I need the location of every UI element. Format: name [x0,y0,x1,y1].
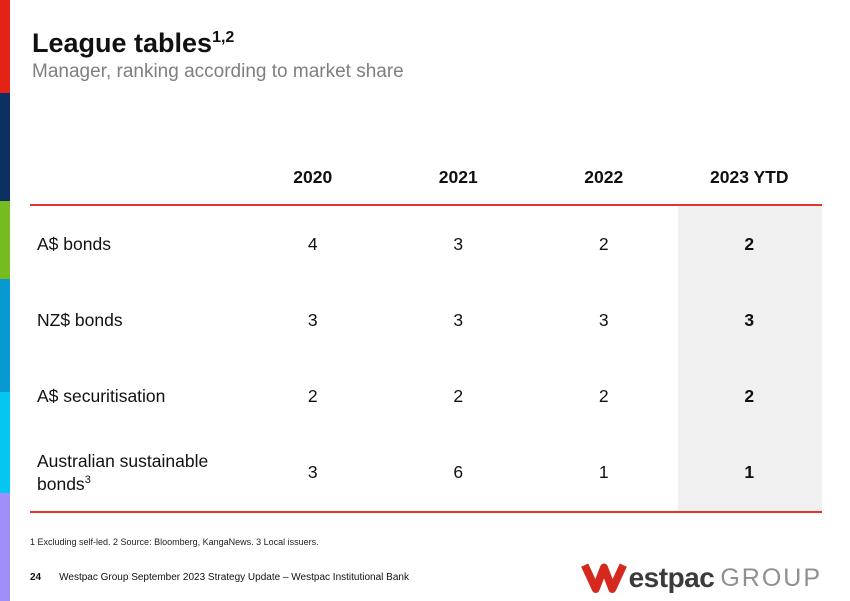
table-header-row: 2020 2021 2022 2023 YTD [30,150,822,204]
row-label: NZ$ bonds [30,309,240,332]
league-table: 2020 2021 2022 2023 YTD A$ bonds 4 3 2 2… [30,150,822,513]
cell-value: 3 [307,309,318,330]
column-header-2020: 2020 [293,166,333,187]
row-label: A$ securitisation [30,385,240,408]
row-label: Australian sustainable bonds3 [30,450,240,496]
cell-value-ytd: 1 [744,462,755,483]
slide-footer: 24 Westpac Group September 2023 Strategy … [30,572,409,583]
cell-value: 2 [307,386,318,407]
row-label-text: NZ$ bonds [37,310,123,330]
cell-value: 3 [453,233,464,254]
table-row-a$-bonds: A$ bonds 4 3 2 2 [30,206,822,282]
stripe-segment-azure [0,279,10,392]
cell-value-ytd: 3 [744,309,755,330]
row-label-footnote-ref: 3 [84,474,91,487]
page-title-text: League tables [32,28,213,58]
cell-value: 1 [598,462,609,483]
row-label-text: A$ securitisation [37,386,166,407]
cell-value: 4 [307,233,318,254]
row-label-text: A$ bonds [37,233,111,254]
footer-text: Westpac Group September 2023 Strategy Up… [59,572,409,583]
cell-value-ytd: 2 [744,386,755,407]
table-row-nz$-bonds: NZ$ bonds 3 3 3 3 [30,282,822,358]
row-label: A$ bonds [30,233,240,256]
highlight-column-background [678,206,822,511]
table-body: A$ bonds 4 3 2 2 NZ$ bonds 3 3 3 3 A$ se… [30,206,822,511]
column-header-2023-ytd: 2023 YTD [710,166,789,187]
cell-value: 2 [598,233,609,254]
table-row-australian-sustainable-bonds: Australian sustainable bonds3 3 6 1 1 [30,435,822,511]
cell-value: 2 [453,386,464,407]
cell-value: 3 [307,462,318,483]
cell-value: 2 [598,386,609,407]
stripe-segment-red [0,0,10,93]
table-bottom-rule [30,511,822,513]
page-subtitle: Manager, ranking according to market sha… [32,61,404,83]
cell-value: 3 [598,309,609,330]
westpac-w-icon [580,563,627,593]
logo-text-light: GROUP [720,563,822,592]
stripe-segment-purple [0,493,10,601]
row-label-text: Australian sustainable bonds [37,451,209,494]
column-header-2021: 2021 [438,166,478,187]
title-footnote-ref: 1,2 [212,29,235,46]
stripe-segment-green [0,201,10,279]
table-top-rule [30,204,822,206]
stripe-segment-navy [0,93,10,201]
slide-header: League tables1,2 Manager, ranking accord… [32,28,404,83]
logo-text-bold: estpac [628,562,715,593]
cell-value-ytd: 2 [744,233,755,254]
cell-value: 6 [453,462,464,483]
page-title: League tables1,2 [32,28,404,59]
footnote: 1 Excluding self-led. 2 Source: Bloomber… [30,537,319,547]
page-number: 24 [30,572,42,583]
table-row-a$-securitisation: A$ securitisation 2 2 2 2 [30,359,822,435]
stripe-segment-cyan [0,392,10,493]
column-header-2022: 2022 [584,166,624,187]
cell-value: 3 [453,309,464,330]
westpac-group-logo: estpac GROUP [580,562,822,594]
brand-color-stripe [0,0,10,601]
